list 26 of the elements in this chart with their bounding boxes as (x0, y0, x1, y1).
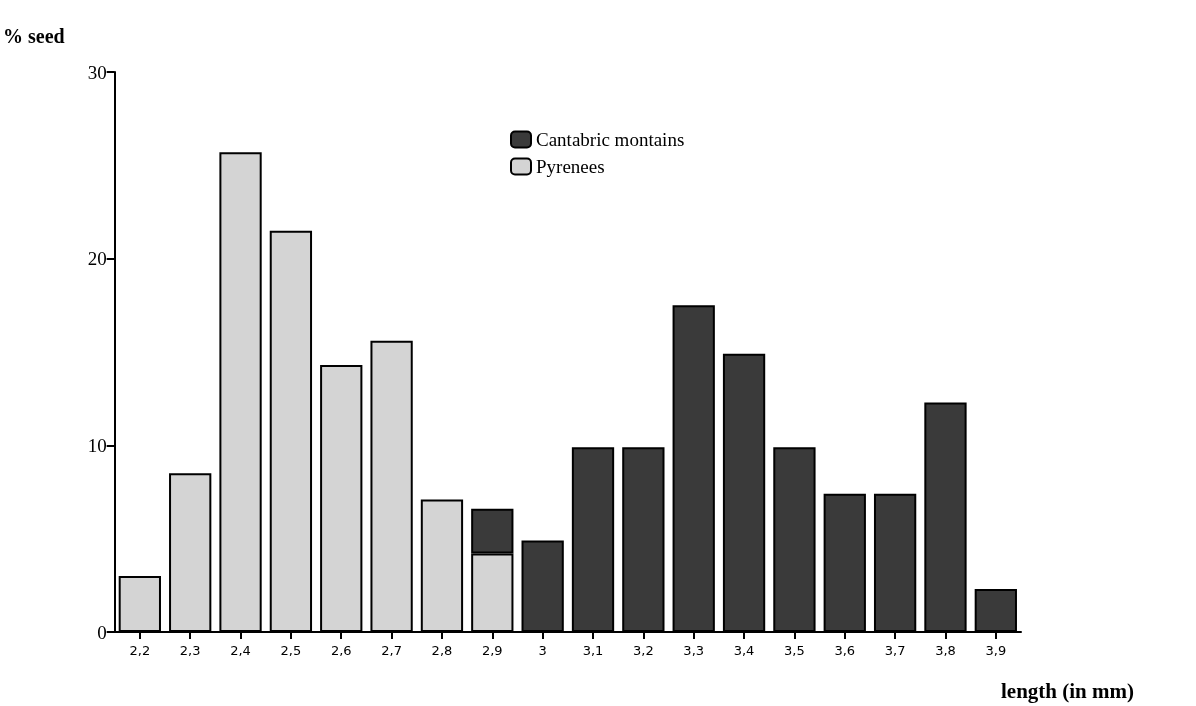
y-tick-label: 10 (87, 434, 107, 456)
x-tick-label: 2,3 (179, 643, 201, 658)
x-tick-label: 2,8 (431, 643, 453, 658)
y-tick-label: 30 (87, 61, 107, 83)
x-tick-label: 3 (538, 643, 547, 658)
y-axis-title: % seed (2, 25, 65, 47)
x-tick-label: 2,5 (280, 643, 302, 658)
x-tick-label: 2,6 (330, 643, 352, 658)
x-tick-label: 3,8 (935, 643, 956, 658)
x-tick-label: 3,2 (633, 643, 654, 658)
y-tick-label: 0 (97, 621, 107, 643)
x-tick-label: 3,4 (733, 643, 755, 658)
x-tick-label: 3,7 (884, 643, 906, 658)
x-tick-label: 3,6 (834, 643, 856, 658)
x-tick-label: 2,2 (129, 643, 151, 658)
x-tick-label: 3,5 (784, 643, 805, 658)
x-tick-label: 2,7 (381, 643, 402, 658)
x-axis-title: length (in mm) (1001, 678, 1134, 703)
legend-label: Cantabric montains (536, 129, 685, 150)
x-tick-label: 3,9 (985, 643, 1007, 658)
x-tick-label: 2,4 (230, 643, 251, 658)
legend-label: Pyrenees (536, 156, 605, 177)
y-tick-label: 20 (87, 248, 107, 270)
x-tick-label: 3,3 (683, 643, 705, 658)
x-tick-label: 2,9 (481, 643, 503, 658)
x-tick-label: 3,1 (582, 643, 604, 658)
